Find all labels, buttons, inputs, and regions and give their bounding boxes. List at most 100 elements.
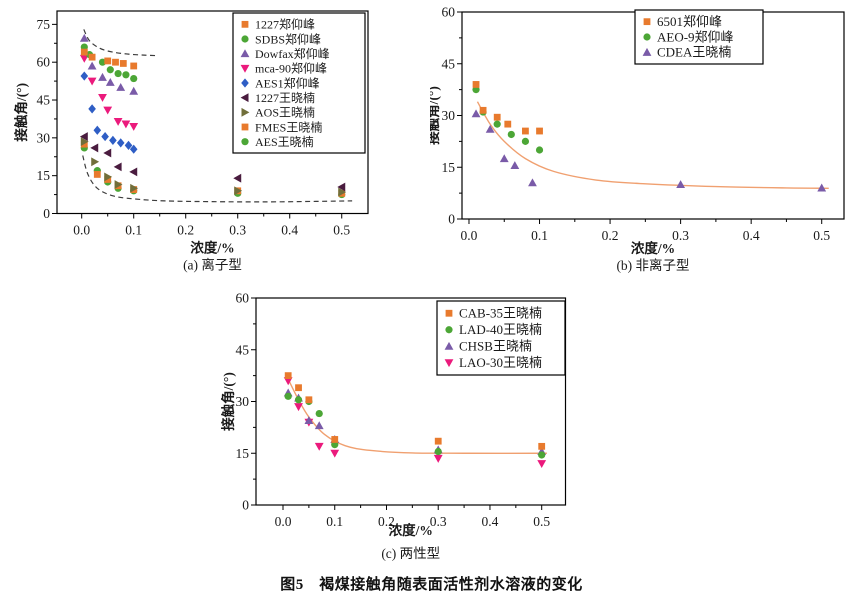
series-mca-90郑仰峰 xyxy=(79,54,139,131)
legend-item: LAD-40王晓楠 xyxy=(445,322,542,337)
legend-box xyxy=(634,9,764,65)
legend-item-label: 1227王晓楠 xyxy=(255,90,315,105)
legend-item: 6501郑仰峰 xyxy=(643,14,722,29)
series-LAO-30王晓楠 xyxy=(283,377,547,468)
legend-box xyxy=(436,300,566,376)
y-axis: 0 15 30 45 60 75 xyxy=(37,17,57,221)
legend-item-label: 1227郑仰峰 xyxy=(255,17,315,32)
x-tick-label: 0.3 xyxy=(229,223,246,238)
x-tick-label: 0.2 xyxy=(602,228,619,243)
legend-item-label: SDBS郑仰峰 xyxy=(255,31,321,46)
legend-item: LAO-30王晓楠 xyxy=(444,355,542,370)
y-tick-label: 0 xyxy=(448,212,455,227)
x-tick-label: 0.5 xyxy=(333,223,350,238)
x-tick-label: 0.5 xyxy=(813,228,830,243)
legend-item: Dowfax郑仰峰 xyxy=(240,46,330,61)
y-tick-label: 30 xyxy=(37,130,51,145)
y-tick-label: 45 xyxy=(37,93,51,108)
legend: 1227郑仰峰SDBS郑仰峰Dowfax郑仰峰mca-90郑仰峰AES1郑仰峰1… xyxy=(232,12,366,154)
legend-item-label: AES1郑仰峰 xyxy=(255,75,320,90)
x-axis-label: 浓度/% xyxy=(631,240,675,256)
series-CHSB王晓楠 xyxy=(283,388,547,456)
legend-item-label: LAO-30王晓楠 xyxy=(459,355,542,370)
y-tick-label: 0 xyxy=(242,498,249,513)
figure-caption: 图5 褐煤接触角随表面活性剂水溶液的变化 xyxy=(280,577,583,593)
series-SDBS郑仰峰 xyxy=(80,43,138,83)
y-axis-label: 接触角/(°) xyxy=(430,86,441,145)
series-AEO-9郑仰峰 xyxy=(472,86,544,154)
y-tick-label: 15 xyxy=(442,160,456,175)
upper-envelope-curve xyxy=(83,29,158,57)
series-1227王晓楠 xyxy=(79,132,346,192)
chart-a-svg: 0.0 0.1 0.2 0.3 0.4 0.5 0 15 30 45 60 75 浓度/%(a) 离子型… xyxy=(13,10,369,273)
subplot-title: (b) 非离子型 xyxy=(616,257,689,273)
y-tick-label: 60 xyxy=(37,55,51,70)
legend-item: AEO-9郑仰峰 xyxy=(643,29,734,44)
legend-item-label: FMES王晓楠 xyxy=(255,119,322,134)
chart-a: 0.0 0.1 0.2 0.3 0.4 0.5 0 15 30 45 60 75 浓度/% (a) 离子型… xyxy=(0,0,430,280)
series xyxy=(471,81,827,192)
chart-c-svg: 0.0 0.1 0.2 0.3 0.4 0.5 0 15 30 45 60 浓度/% (c) 两性型 接触… xyxy=(220,291,567,561)
x-tick-label: 0.4 xyxy=(743,228,760,243)
y-tick-label: 0 xyxy=(43,206,50,221)
legend-item: mca-90郑仰峰 xyxy=(240,61,327,76)
x-axis-label: 浓度/% xyxy=(190,240,234,256)
x-tick-label: 0.3 xyxy=(672,228,689,243)
legend-item-label: 6501郑仰峰 xyxy=(657,14,722,29)
series xyxy=(283,372,547,468)
legend-item: SDBS郑仰峰 xyxy=(241,31,321,46)
y-tick-label: 15 xyxy=(37,168,51,183)
lower-envelope-curve xyxy=(82,155,353,203)
legend-item: 1227郑仰峰 xyxy=(241,17,315,32)
curves xyxy=(476,101,829,189)
legend-box xyxy=(232,12,366,154)
x-tick-label: 0.4 xyxy=(482,514,499,529)
x-axis: 0.0 0.1 0.2 0.3 0.4 0.5 xyxy=(73,213,350,238)
x-tick-label: 0.1 xyxy=(326,514,343,529)
y-axis-label: 接触角/(°) xyxy=(13,83,29,142)
x-tick-label: 0.1 xyxy=(125,223,142,238)
series-AES1郑仰峰 xyxy=(80,71,138,154)
y-tick-label: 45 xyxy=(236,342,250,357)
chart-b: 0.0 0.1 0.2 0.3 0.4 0.5 0 15 30 45 60 浓度/% (b) 非离子型 接… xyxy=(430,0,863,280)
legend-item-label: AEO-9郑仰峰 xyxy=(657,29,734,44)
fit-curve-curve xyxy=(287,378,547,454)
y-tick-label: 15 xyxy=(236,446,250,461)
plot-frame xyxy=(56,10,369,215)
x-tick-label: 0.0 xyxy=(461,228,478,243)
chart-b-svg: 0.0 0.1 0.2 0.3 0.4 0.5 0 15 30 45 60 浓度/%(b) 非离子型 接… xyxy=(430,5,845,273)
y-tick-label: 60 xyxy=(236,291,250,306)
x-tick-label: 0.0 xyxy=(275,514,292,529)
series-6501郑仰峰 xyxy=(472,81,543,135)
x-tick-label: 0.3 xyxy=(430,514,447,529)
chart-c: 0.0 0.1 0.2 0.3 0.4 0.5 0 15 30 45 60 浓度/% (c) 两性型 接触… xyxy=(200,280,630,572)
legend-item-label: CHSB王晓楠 xyxy=(459,339,532,354)
legend-item-label: CAB-35王晓楠 xyxy=(459,306,542,321)
series-1227郑仰峰 xyxy=(80,48,138,70)
y-tick-label: 45 xyxy=(442,56,456,71)
legend-item: AES王晓楠 xyxy=(241,134,314,149)
series-AOS王晓楠 xyxy=(80,137,347,197)
x-axis: 0.0 0.1 0.2 0.3 0.4 0.5 xyxy=(275,505,550,529)
x-tick-label: 0.5 xyxy=(533,514,550,529)
legend-item: 1227王晓楠 xyxy=(240,90,315,105)
subplot-title: (c) 两性型 xyxy=(381,546,440,561)
x-tick-label: 0.2 xyxy=(378,514,395,529)
series-Dowfax郑仰峰 xyxy=(79,33,139,95)
fit-curve-curve xyxy=(476,101,829,189)
legend-item-label: CDEA王晓楠 xyxy=(657,45,731,60)
legend-item: CDEA王晓楠 xyxy=(642,45,731,60)
legend-item: FMES王晓楠 xyxy=(241,119,322,134)
legend-item-label: mca-90郑仰峰 xyxy=(255,61,327,76)
x-axis-label: 浓度/% xyxy=(389,522,433,538)
y-tick-label: 30 xyxy=(236,394,250,409)
series-LAD-40王晓楠 xyxy=(284,392,546,459)
series xyxy=(79,33,347,199)
y-axis-label: 接触角/(°) xyxy=(220,372,236,431)
legend-item: CHSB王晓楠 xyxy=(444,339,532,354)
x-axis: 0.0 0.1 0.2 0.3 0.4 0.5 xyxy=(461,219,830,243)
legend-item-label: Dowfax郑仰峰 xyxy=(255,46,330,61)
y-axis: 0 15 30 45 60 xyxy=(442,5,462,227)
